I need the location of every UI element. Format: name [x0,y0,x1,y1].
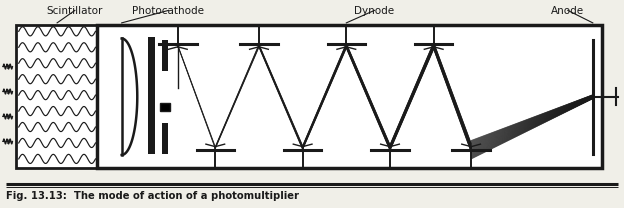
Bar [162,40,168,71]
Bar [148,37,155,154]
Text: Anode: Anode [551,6,585,16]
Bar [160,103,170,111]
Text: Dynode: Dynode [354,6,394,16]
Bar [97,25,602,168]
Text: Photocathode: Photocathode [132,6,205,16]
Bar [162,123,168,154]
Text: Scintillator: Scintillator [47,6,103,16]
Text: Fig. 13.13:  The mode of action of a photomultiplier: Fig. 13.13: The mode of action of a phot… [6,191,300,201]
Bar [16,25,99,168]
Polygon shape [122,38,137,155]
